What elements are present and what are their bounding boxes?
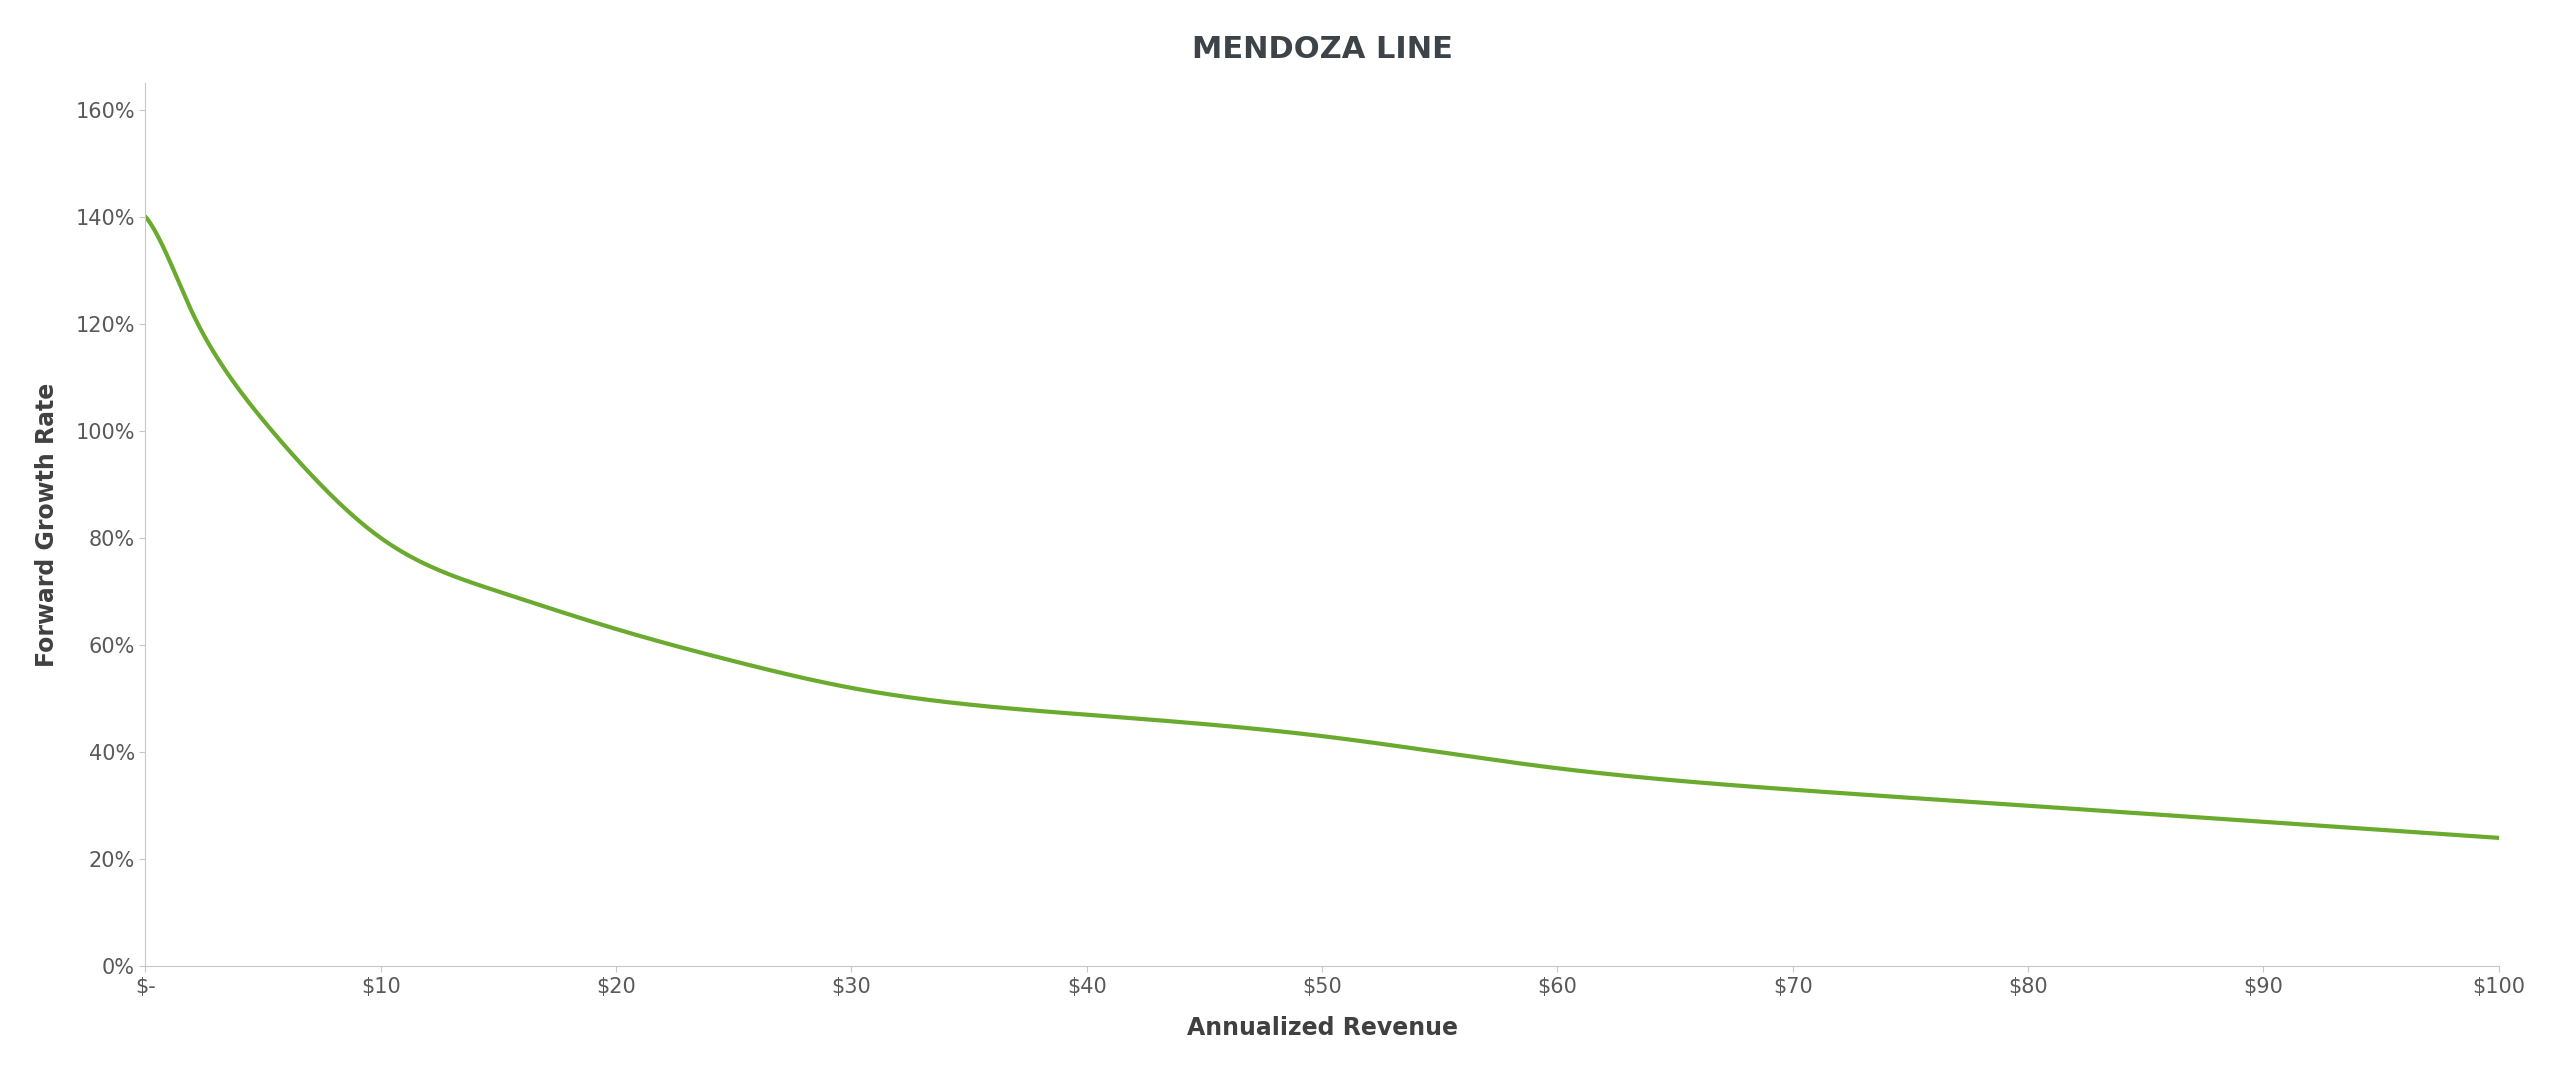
Title: MENDOZA LINE: MENDOZA LINE <box>1190 34 1452 63</box>
Y-axis label: Forward Growth Rate: Forward Growth Rate <box>36 383 59 666</box>
X-axis label: Annualized Revenue: Annualized Revenue <box>1188 1016 1457 1041</box>
